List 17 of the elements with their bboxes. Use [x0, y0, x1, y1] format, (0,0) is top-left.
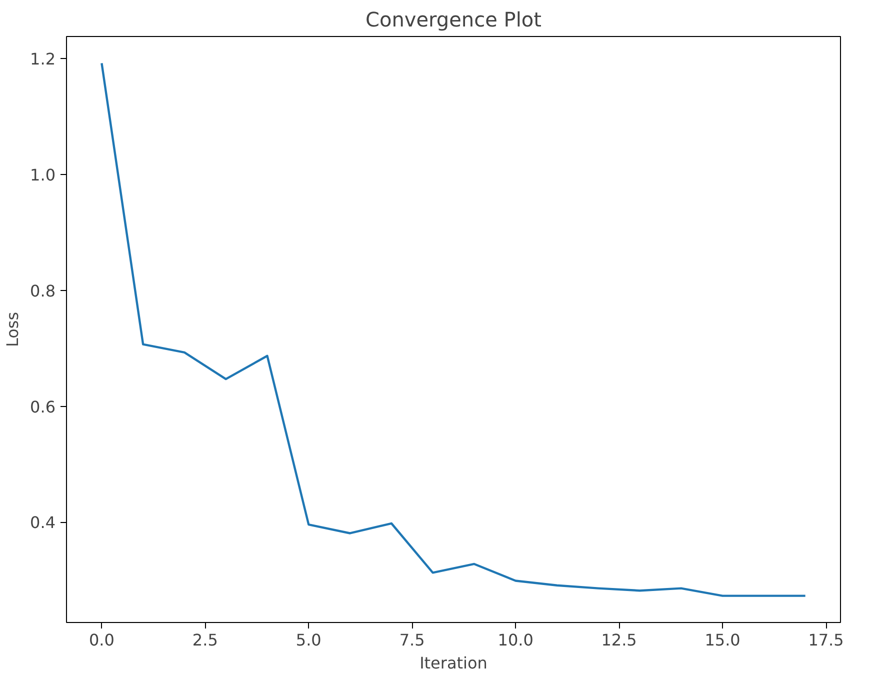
x-axis-title: Iteration [420, 654, 488, 672]
x-tick-label: 5.0 [296, 630, 322, 650]
x-tick-label: 10.0 [498, 630, 534, 650]
chart-title: Convergence Plot [366, 8, 542, 32]
x-tick-label: 17.5 [808, 630, 844, 650]
x-tick-label: 7.5 [399, 630, 425, 650]
x-tick-label: 2.5 [192, 630, 218, 650]
line-series [100, 62, 806, 597]
y-tick-label: 1.2 [30, 50, 56, 69]
y-tick-label: 1.0 [30, 165, 56, 184]
x-tick-label: 12.5 [601, 630, 637, 650]
y-tick-label: 0.4 [30, 513, 56, 532]
y-axis-title: Loss [3, 312, 22, 348]
y-tick-label: 0.8 [30, 281, 56, 300]
y-tick-label: 0.6 [30, 397, 56, 416]
x-tick-label: 15.0 [704, 630, 740, 650]
x-tick-label: 0.0 [88, 630, 114, 650]
